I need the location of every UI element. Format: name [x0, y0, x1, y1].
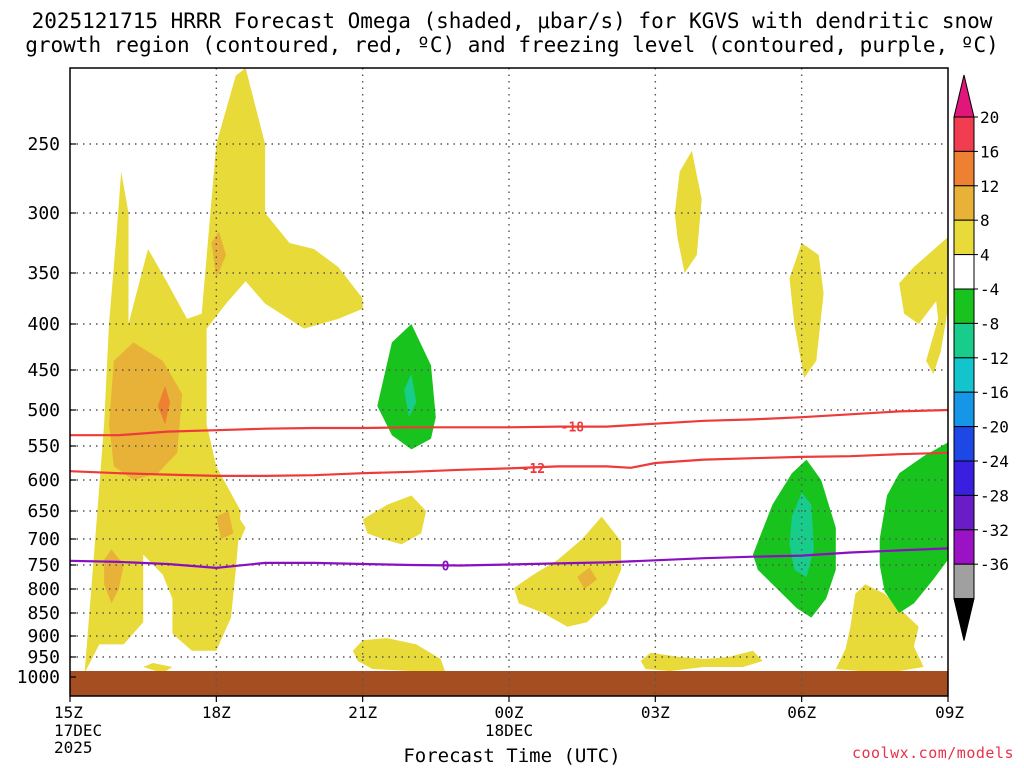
colorbar-swatch-3 — [953, 219, 975, 256]
colorbar: 20 16 12 8 4 -4 -8 -12 -16 -20 -24 -28 -32 -36 — [953, 74, 1009, 641]
omega-region-16 — [789, 243, 824, 378]
colorbar-label--36: -36 — [980, 555, 1009, 574]
contour--12 — [69, 451, 949, 477]
contour-0 — [69, 547, 949, 570]
x-tick-label-15Z: 15Z — [54, 703, 83, 722]
omega-region-14 — [640, 650, 763, 671]
omega-region-11 — [513, 516, 622, 627]
colorbar-label--20: -20 — [980, 418, 1009, 437]
x-tick-date-17DEC: 17DEC — [54, 721, 102, 740]
omega-region-1 — [109, 342, 183, 480]
colorbar-label--8: -8 — [980, 314, 999, 333]
y-axis: 2503003504004505005506006507007508008509… — [17, 134, 76, 688]
omega-region-0 — [84, 68, 363, 673]
omega-region-21 — [899, 237, 948, 324]
colorbar-label--24: -24 — [980, 452, 1009, 471]
colorbar-swatch-12 — [953, 529, 975, 565]
colorbar-top-arrow — [953, 74, 975, 118]
credit-link[interactable]: coolwx.com/models — [851, 744, 1014, 762]
y-tick-label-400: 400 — [27, 314, 60, 335]
omega-region-15 — [674, 150, 702, 273]
y-tick-label-900: 900 — [27, 626, 60, 647]
x-tick-date-18DEC: 18DEC — [485, 721, 533, 740]
contour--18 — [70, 408, 949, 437]
x-tick-label-21Z: 21Z — [348, 703, 377, 722]
y-tick-label-800: 800 — [27, 579, 60, 600]
y-tick-label-300: 300 — [27, 203, 60, 224]
omega-region-10 — [362, 495, 427, 545]
colorbar-label-12: 12 — [980, 177, 999, 196]
y-tick-label-1000: 1000 — [17, 667, 60, 688]
y-tick-label-650: 650 — [27, 501, 60, 522]
contour-label--12: -12 — [522, 462, 545, 477]
omega-region-12 — [577, 567, 597, 589]
colorbar-swatch-11 — [953, 494, 975, 531]
y-tick-label-550: 550 — [27, 436, 60, 457]
chart-title-line-1: 2025121715 HRRR Forecast Omega (shaded, … — [31, 9, 993, 33]
temperature-contours: -18 -12 0 — [69, 408, 949, 574]
colorbar-label--4: -4 — [980, 280, 999, 299]
omega-region-2 — [157, 386, 170, 425]
colorbar-swatch-7 — [953, 357, 975, 393]
colorbar-swatch-8 — [953, 391, 975, 428]
chart-title-line-2: growth region (contoured, red, ºC) and f… — [25, 33, 999, 57]
ground-layer — [70, 671, 948, 696]
colorbar-label--16: -16 — [980, 383, 1009, 402]
omega-shading — [84, 68, 948, 673]
omega-region-22 — [879, 442, 948, 613]
y-tick-label-600: 600 — [27, 470, 60, 491]
y-tick-label-850: 850 — [27, 603, 60, 624]
omega-region-7 — [143, 663, 173, 673]
y-tick-label-350: 350 — [27, 263, 60, 284]
x-tick-year: 2025 — [54, 738, 93, 757]
colorbar-swatch-4 — [953, 254, 975, 290]
colorbar-bottom-arrow — [953, 598, 975, 641]
x-tick-label-06Z: 06Z — [787, 703, 816, 722]
omega-region-4 — [216, 511, 234, 539]
x-tick-label-18Z: 18Z — [202, 703, 231, 722]
colorbar-swatch-0 — [953, 116, 975, 152]
colorbar-label--28: -28 — [980, 486, 1009, 505]
colorbar-swatch-13 — [953, 563, 975, 600]
colorbar-label-16: 16 — [980, 142, 999, 161]
colorbar-swatch-9 — [953, 426, 975, 462]
colorbar-swatch-10 — [953, 460, 975, 496]
colorbar-swatch-2 — [953, 185, 975, 221]
colorbar-label-4: 4 — [980, 246, 990, 265]
x-tick-label-03Z: 03Z — [641, 703, 670, 722]
colorbar-swatch-1 — [953, 150, 975, 187]
x-tick-label-09Z: 09Z — [935, 703, 964, 722]
colorbar-label--12: -12 — [980, 349, 1009, 368]
grid-lines — [70, 68, 948, 696]
x-tick-label-00Z: 00Z — [495, 703, 524, 722]
omega-region-5 — [211, 231, 227, 279]
y-tick-label-500: 500 — [27, 400, 60, 421]
colorbar-label-8: 8 — [980, 211, 990, 230]
y-tick-label-950: 950 — [27, 647, 60, 668]
omega-region-9 — [404, 374, 417, 418]
contour-label-0: 0 — [442, 559, 450, 574]
contour-label--18: -18 — [561, 421, 585, 436]
colorbar-label-20: 20 — [980, 108, 999, 127]
omega-region-13 — [352, 638, 446, 673]
x-axis-label: Forecast Time (UTC) — [403, 745, 621, 767]
y-tick-label-250: 250 — [27, 134, 60, 155]
colorbar-swatch-6 — [953, 322, 975, 359]
ground-shading — [70, 671, 948, 696]
colorbar-label--32: -32 — [980, 521, 1009, 540]
y-tick-label-750: 750 — [27, 555, 60, 576]
y-tick-label-700: 700 — [27, 529, 60, 550]
omega-region-17 — [835, 584, 924, 671]
y-tick-label-450: 450 — [27, 360, 60, 381]
colorbar-swatch-5 — [953, 288, 975, 324]
